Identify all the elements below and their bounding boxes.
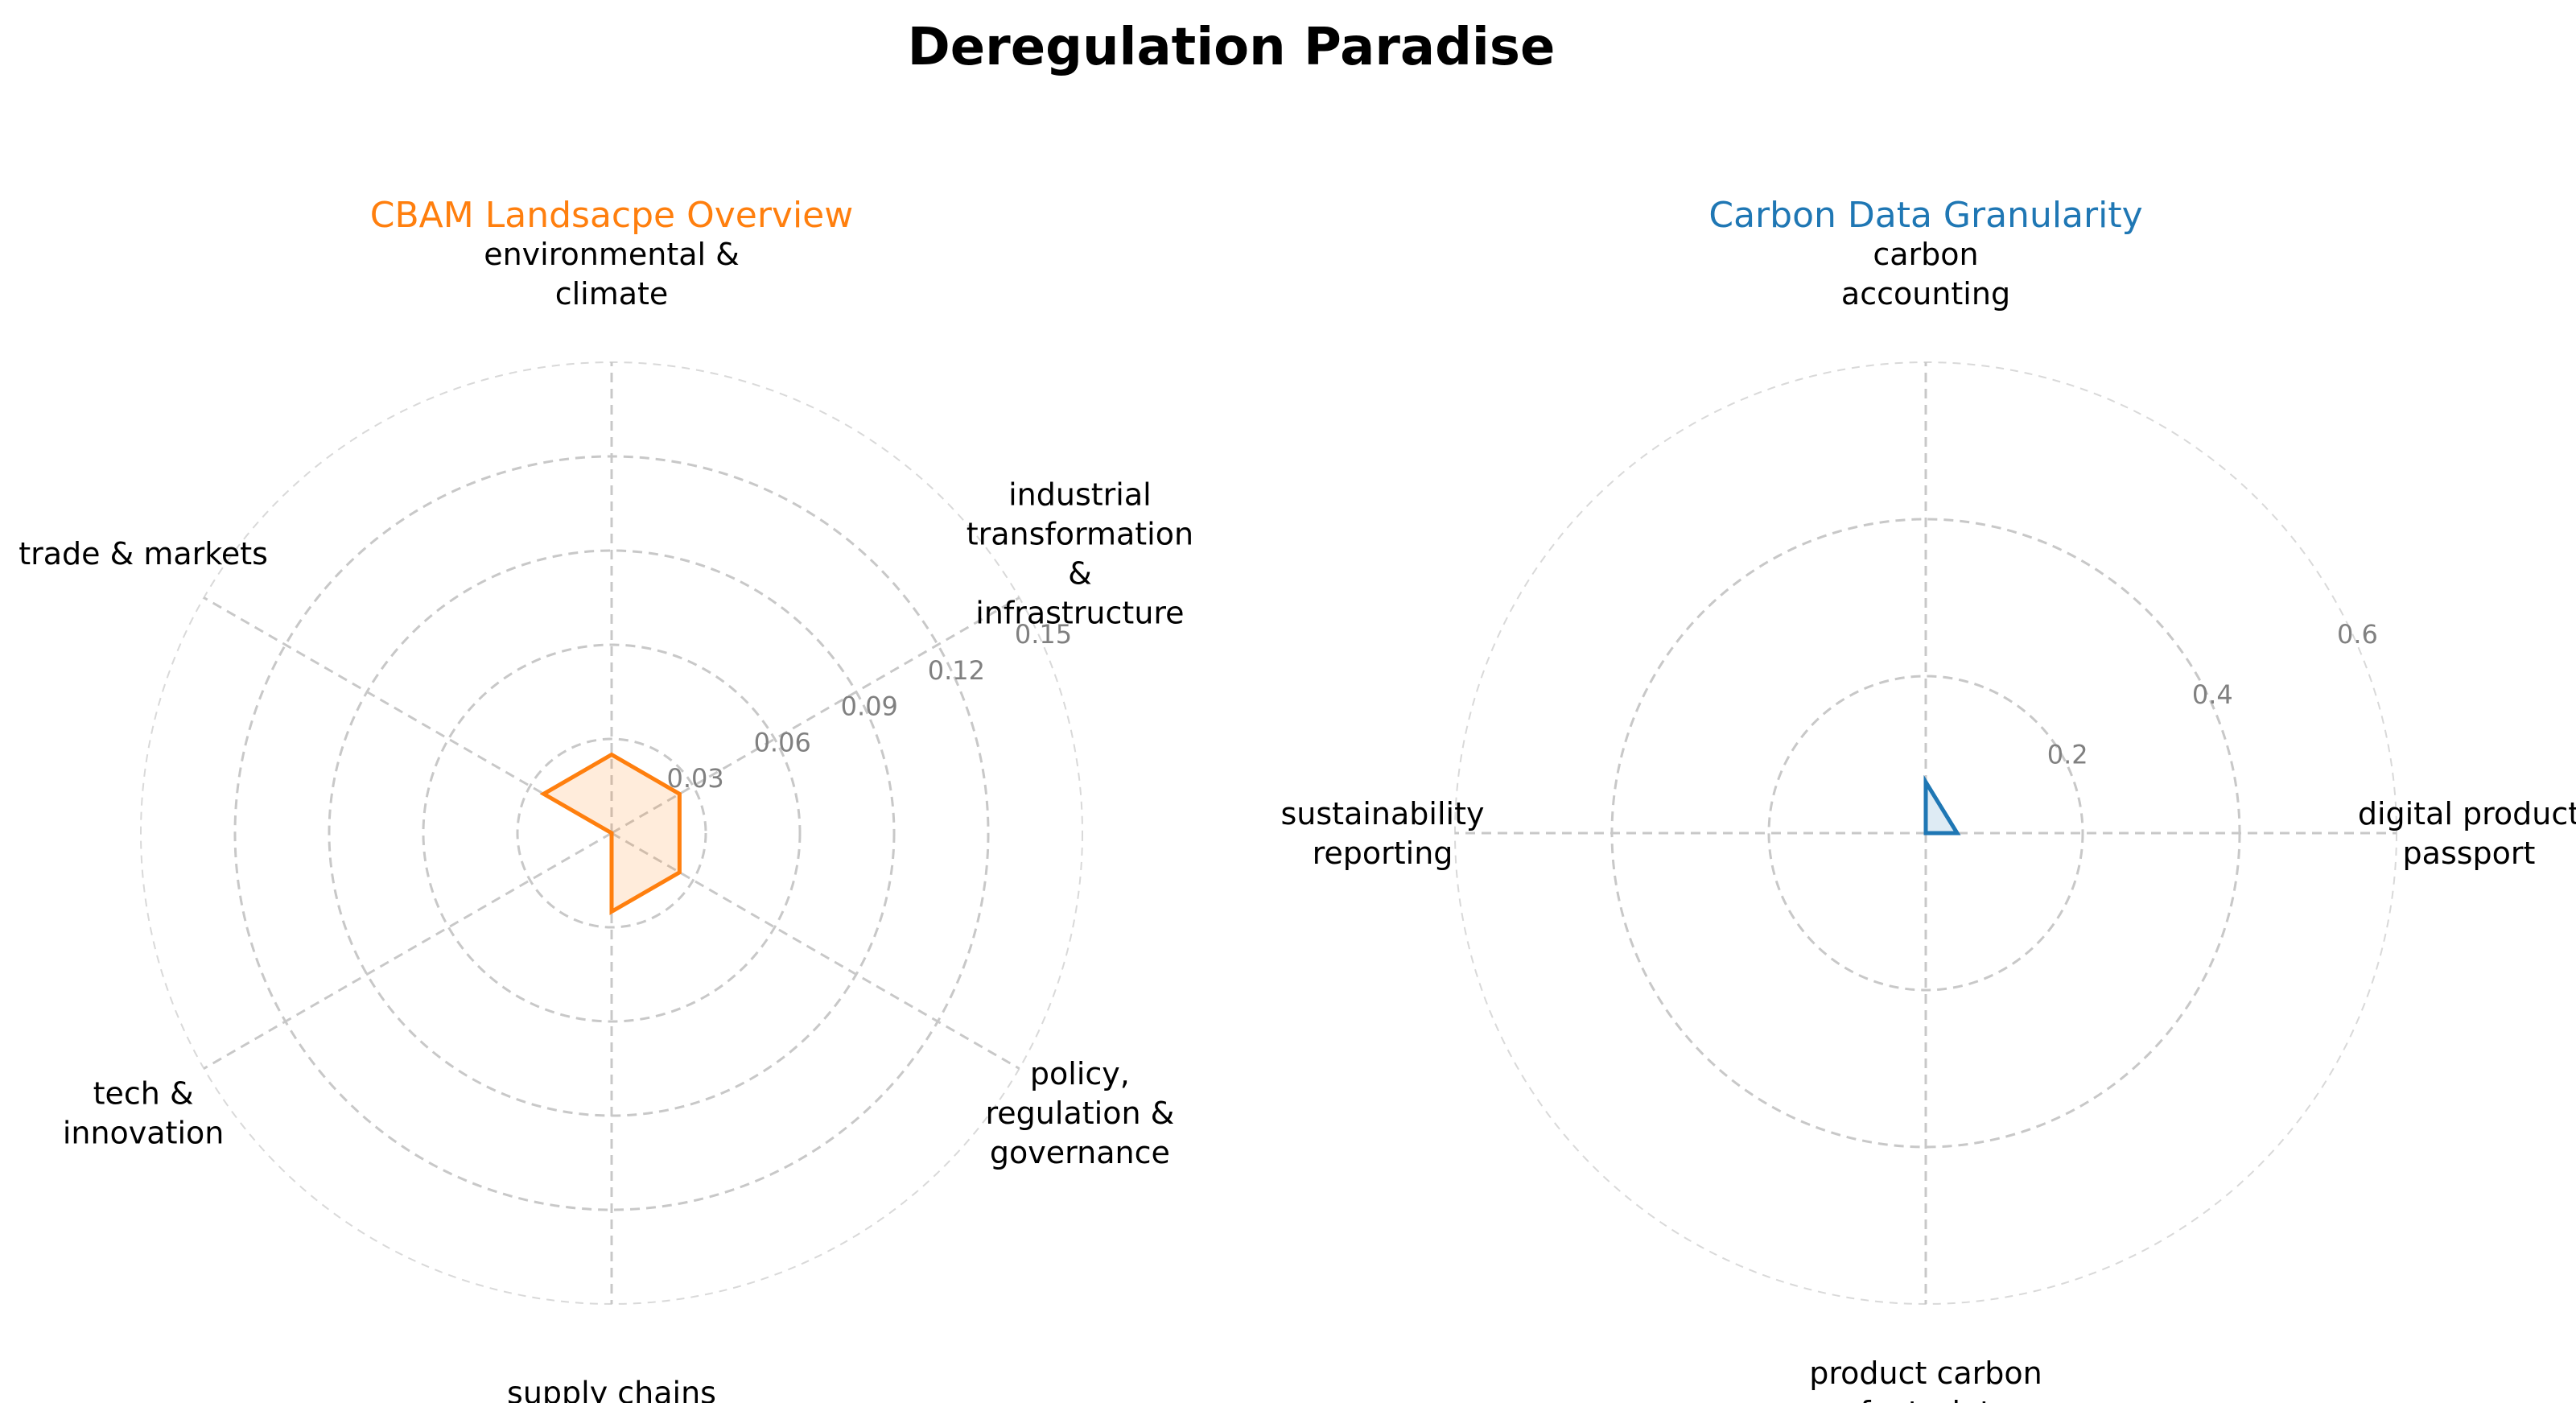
series-line [1923, 774, 1961, 836]
r-tick-label: 0.6 [2337, 619, 2378, 650]
grid-ring [516, 737, 707, 929]
r-tick-label: 0.4 [2192, 679, 2233, 710]
grid-spoke [203, 831, 612, 1070]
chart-title: CBAM Landsacpe Overview [370, 195, 853, 236]
category-label: tech & innovation [63, 1076, 225, 1151]
radar-chart-cbam: CBAM Landsacpe Overview 0.03 0.06 0.09 0.12 0… [19, 195, 1193, 1403]
category-label: digital product passport [2358, 796, 2576, 871]
category-label: environmental & climate [484, 237, 740, 312]
r-tick-label: 0.09 [841, 691, 898, 722]
r-tick-label: 0.03 [666, 763, 723, 794]
figure-title: Deregulation Paradise [908, 18, 1556, 77]
category-label: sustainability reporting [1281, 796, 1485, 871]
grid-spoke [611, 831, 1020, 1070]
category-label: industrial transformation & infrastructure [967, 477, 1193, 631]
grid-spoke [203, 596, 612, 835]
category-label: supply chains [507, 1376, 716, 1403]
grid-ring [1767, 675, 2084, 992]
r-tick-label: 0.06 [754, 727, 811, 757]
category-label: product carbonfootprint [1809, 1356, 2042, 1403]
r-tick-label: 0.15 [1015, 619, 1072, 650]
category-label: carbon accounting [1841, 237, 2010, 312]
grid-spoke [611, 596, 1020, 835]
r-tick-label: 0.2 [2047, 739, 2088, 770]
radar-chart-carbon-data: Carbon Data Granularity 0.2 0.4 0.6 carbon ac… [1281, 195, 2576, 1403]
grid-ring [422, 643, 802, 1023]
chart-title: Carbon Data Granularity [1708, 195, 2142, 236]
category-label: trade & markets [19, 536, 268, 572]
r-tick-label: 0.12 [928, 655, 985, 686]
category-label: policy, regulation & governance [986, 1056, 1175, 1170]
